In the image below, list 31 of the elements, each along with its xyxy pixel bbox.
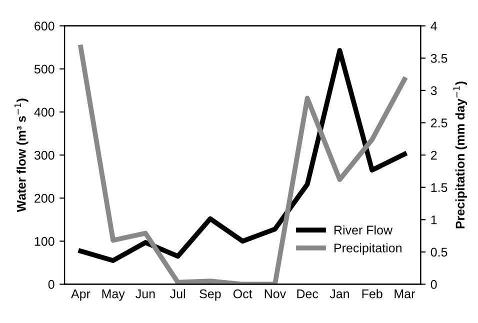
x-tick-label: Sep <box>200 289 221 301</box>
x-tick-label: Dec <box>297 290 318 298</box>
y-tick-label: 300 <box>34 150 54 160</box>
y2-tick-label: 1.5 <box>431 183 448 192</box>
y-tick-label: 400 <box>34 108 54 117</box>
y-axis-title: Water flow (m³ s$^{−1}$) <box>14 98 28 212</box>
y-tick-label: 0 <box>48 280 54 289</box>
y2-tick-label: 2.5 <box>430 118 448 128</box>
x-tick-label: Nov <box>264 290 286 298</box>
y2-tick-label: 3 <box>430 86 437 96</box>
y-tick-label: 100 <box>34 236 54 246</box>
x-tick-label: Feb <box>362 289 382 298</box>
y-tick-label: 200 <box>34 194 54 203</box>
y-tick-label: 500 <box>34 64 54 74</box>
y2-tick-label: 0.5 <box>430 248 448 257</box>
y-tick-label: 600 <box>34 22 54 30</box>
x-tick-label: Jan <box>330 290 349 298</box>
y2-tick-label: 4 <box>430 22 437 30</box>
y2-tick-label: 2 <box>430 150 437 160</box>
y2-axis-title: Precipitation (mm day$^{−1}$) <box>453 82 468 228</box>
x-tick-label: May <box>102 290 125 301</box>
legend-label: River Flow <box>334 225 393 235</box>
x-tick-label: Mar <box>394 290 416 298</box>
y2-tick-label: 1 <box>431 216 437 224</box>
x-tick-label: Jun <box>136 290 155 298</box>
y2-tick-label: 0 <box>430 280 437 289</box>
x-tick-label: Jul <box>170 289 185 298</box>
x-tick-label: Apr <box>71 290 90 301</box>
x-tick-label: Oct <box>233 289 252 298</box>
legend-label: Precipitation <box>334 243 402 255</box>
y2-tick-label: 3.5 <box>430 54 448 63</box>
